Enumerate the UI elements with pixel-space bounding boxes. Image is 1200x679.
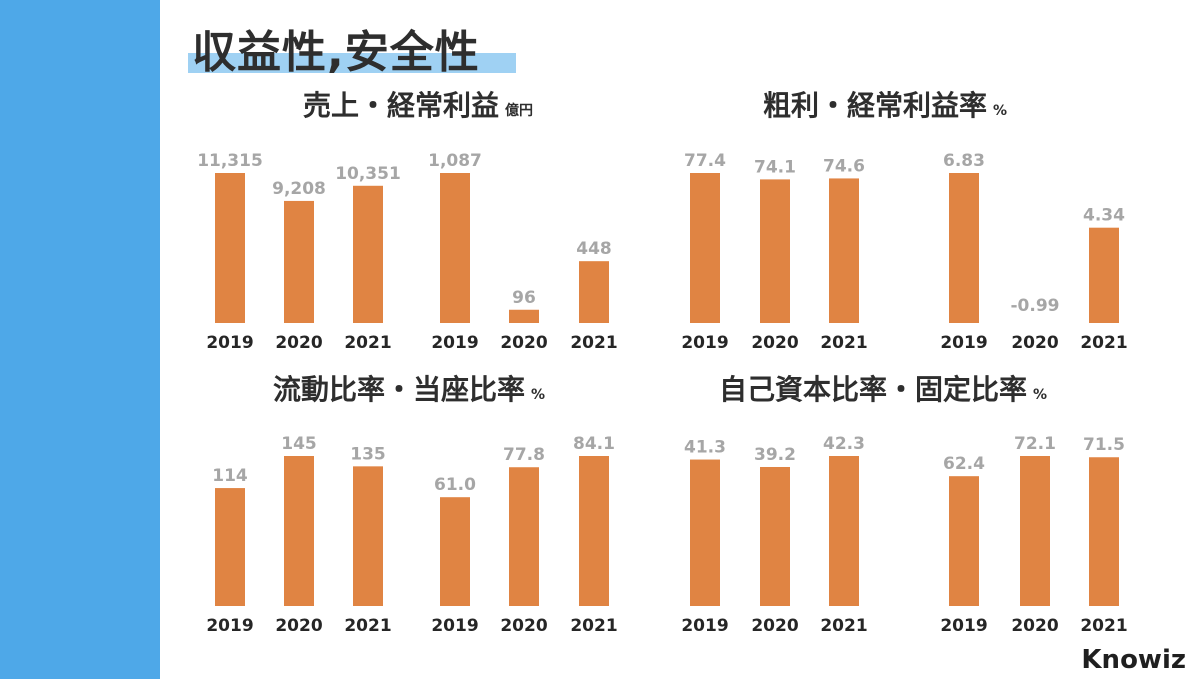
section-unit: % [1033,387,1048,403]
year-tick-label: 2020 [751,616,798,636]
bar-value-label: 71.5 [1083,435,1125,455]
bar [509,309,539,323]
year-tick-label: 2019 [206,333,253,353]
bar-chart-5: 114 2019 145 2020 135 2021 [206,434,391,636]
year-tick-label: 2019 [431,616,478,636]
section-title-text: 売上・経常利益 [303,89,500,122]
bar-value-label: 61.0 [434,475,476,495]
bar-value-label: 96 [512,288,536,308]
bar [440,173,470,323]
bar [215,173,245,323]
section-title-liquidity: 流動比率・当座比率% [273,368,545,408]
bar-value-label: 114 [212,466,248,486]
bar-value-label: 42.3 [823,434,865,454]
bar-value-label: 4.34 [1083,206,1125,226]
bar-value-label: 84.1 [573,434,615,454]
bar-value-label: 74.6 [823,156,865,176]
year-tick-label: 2019 [681,333,728,353]
year-tick-label: 2021 [570,333,617,353]
bar-value-label: 1,087 [428,151,482,171]
year-tick-label: 2021 [820,616,867,636]
year-tick-label: 2021 [820,333,867,353]
bar-value-label: 74.1 [754,157,796,177]
bar-value-label: 9,208 [272,179,326,199]
bar [353,185,383,323]
bar-chart-7: 41.3 2019 39.2 2020 42.3 2021 [681,434,867,636]
bar [353,466,383,606]
year-tick-label: 2020 [1011,616,1058,636]
bar-value-label: 6.83 [943,151,985,171]
page-title: 収益性,安全性 [192,27,480,78]
bar [690,173,720,323]
bar-value-label: 11,315 [197,151,263,171]
bar-chart-3: 77.4 2019 74.1 2020 74.6 2021 [681,151,867,353]
section-title-margin: 粗利・経常利益率% [763,84,1007,124]
bar [579,456,609,606]
bar-value-label: -0.99 [1011,296,1060,316]
bar-value-label: 77.4 [684,151,726,171]
bar-chart-4: 6.83 2019 -0.99 2020 4.34 2021 [940,151,1127,353]
bar-chart-8: 62.4 2019 72.1 2020 71.5 2021 [940,434,1127,636]
section-unit: 億円 [505,103,534,119]
section-unit: % [993,103,1008,119]
year-tick-label: 2021 [344,616,391,636]
bar [1089,227,1119,323]
bar [760,466,790,606]
year-tick-label: 2020 [275,333,322,353]
year-tick-label: 2020 [500,333,547,353]
bar [829,178,859,323]
bar [1020,456,1050,606]
bar-value-label: 62.4 [943,454,985,474]
bar-value-label: 135 [350,444,386,464]
year-tick-label: 2020 [1011,333,1058,353]
year-tick-label: 2020 [275,616,322,636]
bar [440,497,470,606]
bar [579,261,609,323]
bar-value-label: 72.1 [1014,434,1056,454]
year-tick-label: 2020 [751,333,798,353]
year-tick-label: 2021 [1080,333,1127,353]
year-tick-label: 2019 [940,333,987,353]
bar [829,456,859,606]
year-tick-label: 2019 [940,616,987,636]
bar-value-label: 39.2 [754,445,796,465]
section-title-equity: 自己資本比率・固定比率% [719,368,1047,408]
bar-chart-6: 61.0 2019 77.8 2020 84.1 2021 [431,434,617,636]
bar [760,179,790,323]
bar-chart-2: 1,087 2019 96 2020 448 2021 [428,151,618,353]
bar [949,476,979,606]
bar-chart-1: 11,315 2019 9,208 2020 10,351 2021 [197,151,401,353]
title-highlight-bar [188,53,516,73]
bar-value-label: 145 [281,434,317,454]
year-tick-label: 2021 [570,616,617,636]
left-sidebar-accent [0,0,160,679]
year-tick-label: 2019 [431,333,478,353]
year-tick-label: 2021 [344,333,391,353]
bar [1089,457,1119,606]
year-tick-label: 2019 [206,616,253,636]
section-title-text: 自己資本比率・固定比率 [719,373,1028,406]
section-title-sales: 売上・経常利益 億円 [303,84,533,124]
bar [690,459,720,606]
year-tick-label: 2021 [1080,616,1127,636]
year-tick-label: 2019 [681,616,728,636]
bar [284,200,314,323]
bar [949,173,979,323]
section-title-text: 流動比率・当座比率 [273,373,526,406]
bar [215,488,245,606]
brand-logo: Knowiz [1081,645,1186,675]
bar-value-label: 41.3 [684,438,726,458]
section-title-text: 粗利・経常利益率 [763,89,988,122]
bar-value-label: 448 [576,239,612,259]
bar [284,456,314,606]
year-tick-label: 2020 [500,616,547,636]
bar-value-label: 77.8 [503,445,545,465]
bar [509,467,539,606]
section-unit: % [531,387,546,403]
bar-value-label: 10,351 [335,164,401,184]
